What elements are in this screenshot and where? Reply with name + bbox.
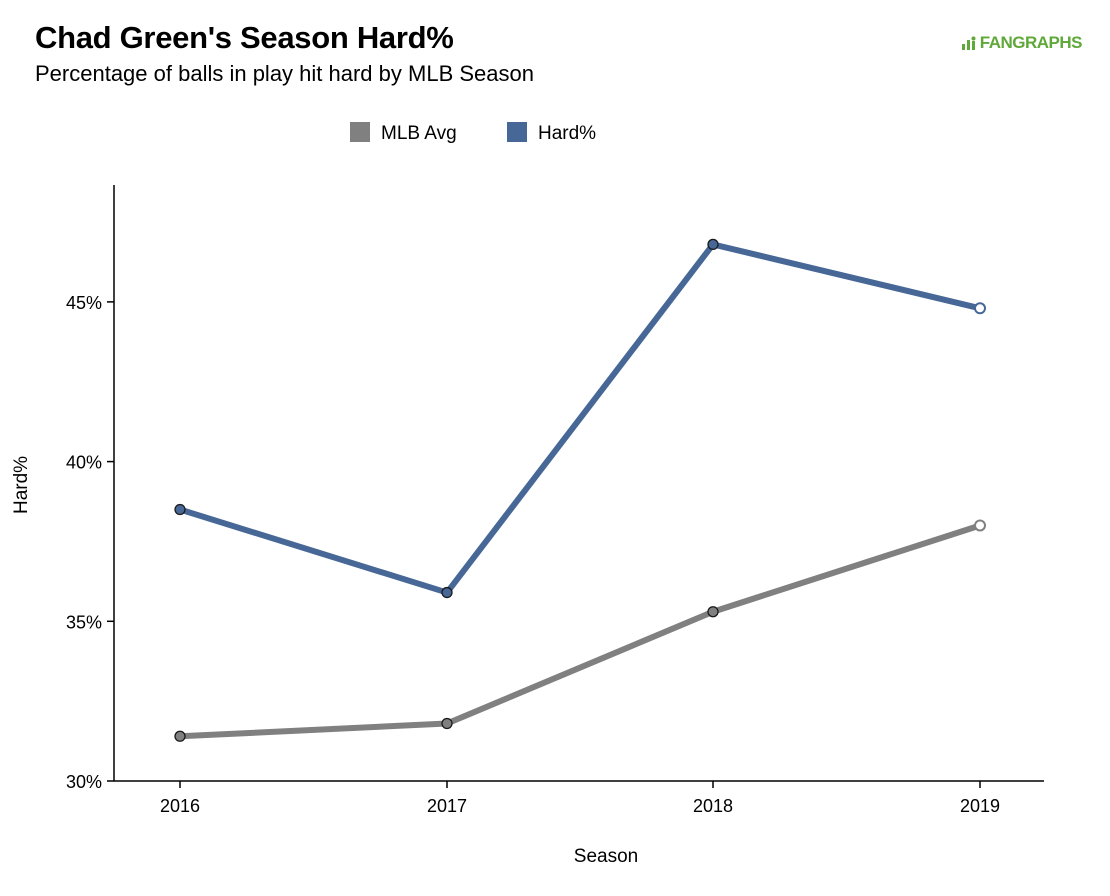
y-tick-label: 30%: [66, 772, 102, 792]
chart-title: Chad Green's Season Hard%: [35, 20, 454, 55]
fangraphs-logo-icon: [961, 36, 976, 50]
data-point: [441, 586, 453, 599]
data-point: [974, 519, 986, 532]
x-tick-label: 2017: [427, 796, 467, 816]
series-line: [177, 241, 983, 596]
x-tick-label: 2018: [693, 796, 733, 816]
x-axis-label: Season: [574, 846, 638, 867]
legend-swatch: [350, 122, 370, 142]
x-tick-label: 2016: [160, 796, 200, 816]
y-tick-label: 35%: [66, 612, 102, 632]
data-point: [707, 606, 719, 618]
chart-series: [174, 238, 986, 742]
brand-logo[interactable]: FANGRAPHS: [961, 33, 1083, 53]
legend-swatch: [507, 122, 527, 142]
y-tick-label: 45%: [66, 293, 102, 313]
legend-label: MLB Avg: [381, 123, 457, 144]
series-line: [177, 522, 983, 740]
chart-legend: MLB Avg Hard%: [350, 122, 596, 144]
data-point: [707, 238, 719, 251]
data-point: [174, 730, 186, 742]
data-point: [974, 302, 986, 315]
series-hard-pct: [174, 238, 986, 599]
legend-label: Hard%: [538, 123, 596, 144]
data-point: [441, 717, 453, 730]
brand-name: FANGRAPHS: [979, 33, 1083, 52]
data-point: [174, 503, 186, 516]
x-tick-label: 2019: [960, 796, 1000, 816]
chart-subtitle: Percentage of balls in play hit hard by …: [35, 61, 534, 86]
chart-axes: 30% 35% 40% 45% 2016 2017 2018 2019: [66, 185, 1044, 816]
y-tick-label: 40%: [66, 453, 102, 473]
series-mlb-avg: [174, 519, 986, 742]
y-axis-label: Hard%: [11, 456, 32, 514]
